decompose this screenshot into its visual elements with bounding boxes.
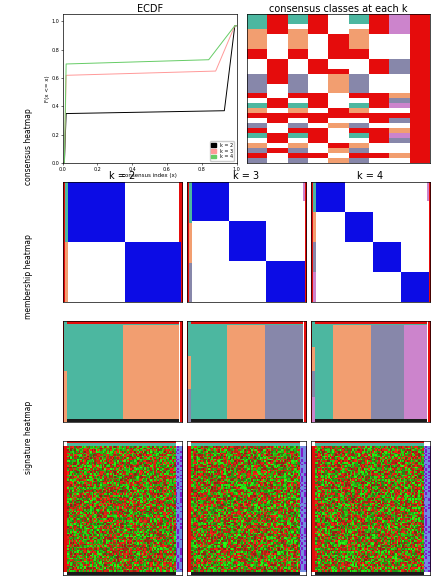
Legend: k = 2, k = 3, k = 4: k = 2, k = 3, k = 4 — [210, 141, 234, 161]
Text: signature heatmap: signature heatmap — [24, 401, 32, 475]
Title: consensus classes at each k: consensus classes at each k — [269, 3, 408, 14]
Title: k = 2: k = 2 — [109, 171, 135, 181]
Title: ECDF: ECDF — [137, 3, 163, 14]
Title: k = 3: k = 3 — [233, 171, 259, 181]
X-axis label: consensus index (x): consensus index (x) — [122, 173, 177, 178]
Text: membership heatmap: membership heatmap — [24, 234, 32, 319]
Title: k = 4: k = 4 — [357, 171, 383, 181]
Y-axis label: F(x <= x): F(x <= x) — [45, 75, 50, 102]
Text: consensus heatmap: consensus heatmap — [24, 108, 32, 185]
